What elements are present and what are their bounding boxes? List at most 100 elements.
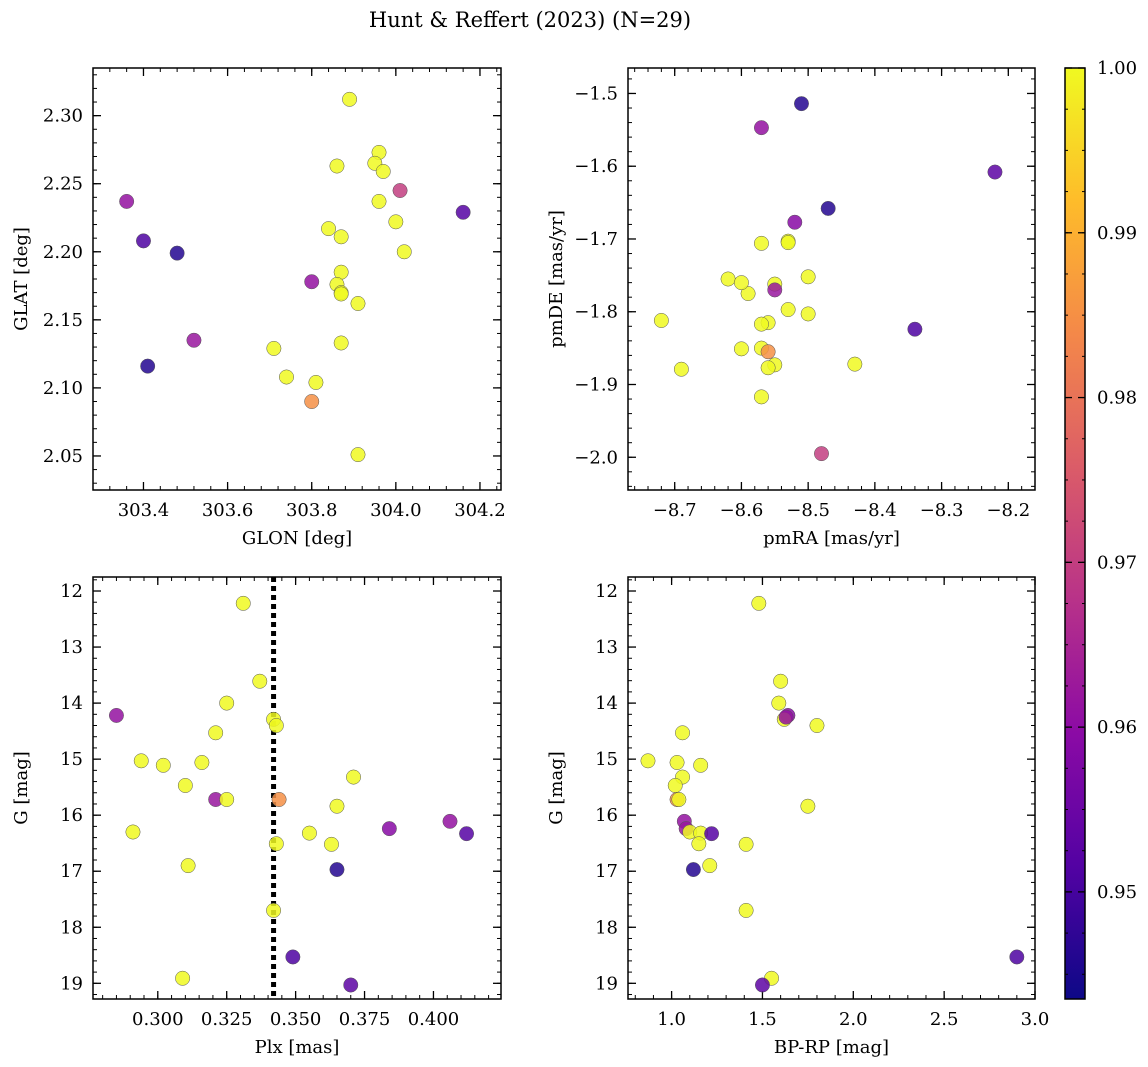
data-point xyxy=(733,275,749,291)
data-point xyxy=(771,695,787,711)
y-tick-label: −2.0 xyxy=(574,447,618,468)
data-point xyxy=(767,282,783,298)
x-tick-label: −8.3 xyxy=(920,500,964,521)
y-tick-label: 12 xyxy=(595,581,618,602)
data-point xyxy=(381,821,397,837)
data-point xyxy=(760,344,776,360)
colorbar-tick-label: 0.97 xyxy=(1097,552,1137,573)
x-axis-label: GLON [deg] xyxy=(242,528,352,549)
y-tick-label: 12 xyxy=(60,581,83,602)
y-tick-label: −1.5 xyxy=(574,83,618,104)
colorbar-tick-label: 0.96 xyxy=(1097,717,1137,738)
x-tick-label: −8.5 xyxy=(786,500,830,521)
data-point xyxy=(809,718,825,733)
y-tick-label: 2.15 xyxy=(43,310,83,331)
plot-frame-parallax xyxy=(92,576,502,1000)
data-point xyxy=(333,229,349,245)
data-point xyxy=(342,91,358,107)
data-point xyxy=(753,389,769,405)
data-point xyxy=(333,335,349,351)
data-point xyxy=(720,271,736,287)
data-point xyxy=(691,836,707,852)
data-point xyxy=(125,824,141,840)
y-tick-label: 16 xyxy=(60,805,83,826)
data-point xyxy=(304,394,320,409)
y-axis-label: GLAT [deg] xyxy=(11,227,32,331)
data-point xyxy=(350,296,366,311)
data-point xyxy=(673,361,689,377)
x-tick-label: −8.4 xyxy=(853,500,897,521)
data-point xyxy=(794,96,809,112)
data-point xyxy=(177,778,193,793)
data-point xyxy=(329,798,345,814)
data-point xyxy=(133,753,149,769)
y-tick-label: 2.30 xyxy=(43,106,83,127)
x-axis-label: Plx [mas] xyxy=(255,1037,340,1058)
y-tick-label: 16 xyxy=(595,805,618,826)
data-point xyxy=(333,286,349,302)
colorbar: 0.95 0.96 0.97 0.98 0.99 1.00 xyxy=(1064,58,1137,1000)
y-axis-label: pmDE [mas/yr] xyxy=(546,210,567,348)
x-tick-label: 304.2 xyxy=(454,500,506,521)
y-tick-label: 14 xyxy=(595,693,618,714)
x-tick-label: 1.5 xyxy=(748,1009,777,1030)
plot-frame-position xyxy=(92,67,502,491)
data-point xyxy=(760,360,776,376)
y-tick-label: 18 xyxy=(595,917,618,938)
y-axis-label: G [mag] xyxy=(546,751,567,824)
x-tick-label: 3.0 xyxy=(1021,1009,1050,1030)
y-tick-label: 17 xyxy=(595,861,618,882)
data-point xyxy=(814,446,829,462)
data-point xyxy=(329,862,345,877)
data-point xyxy=(671,792,687,807)
data-point xyxy=(702,858,718,874)
data-point xyxy=(778,709,794,725)
data-point xyxy=(308,375,324,390)
data-point xyxy=(847,356,863,372)
y-tick-label: 19 xyxy=(595,973,618,994)
data-point xyxy=(685,862,701,877)
data-point xyxy=(800,269,816,285)
y-tick-label: 13 xyxy=(595,637,618,658)
data-point xyxy=(175,970,191,986)
y-tick-label: 2.25 xyxy=(43,174,83,195)
x-tick-label: 1.0 xyxy=(657,1009,686,1030)
data-point xyxy=(235,595,251,611)
data-point xyxy=(396,244,412,260)
x-tick-label: 304.0 xyxy=(370,500,422,521)
y-tick-label: 2.10 xyxy=(43,378,83,399)
data-point xyxy=(773,673,789,689)
data-point xyxy=(800,798,816,814)
y-axis-label: G [mag] xyxy=(11,751,32,824)
data-point xyxy=(268,836,284,852)
x-tick-label: −8.6 xyxy=(720,500,764,521)
data-point xyxy=(119,193,135,209)
data-point xyxy=(455,204,471,220)
data-point xyxy=(738,836,754,852)
y-tick-label: 19 xyxy=(60,973,83,994)
data-point xyxy=(285,949,301,965)
data-point xyxy=(279,369,294,385)
data-point xyxy=(271,792,287,807)
data-point xyxy=(350,447,366,463)
y-tick-label: −1.6 xyxy=(574,156,618,177)
data-point xyxy=(155,757,171,773)
y-tick-label: 15 xyxy=(60,749,83,770)
x-axis-label: BP-RP [mag] xyxy=(774,1037,889,1058)
data-point xyxy=(907,321,923,337)
data-point xyxy=(820,200,836,216)
data-point xyxy=(252,673,268,689)
y-tick-label: 2.05 xyxy=(43,446,83,467)
y-tick-label: 18 xyxy=(60,917,83,938)
x-axis-label: pmRA [mas/yr] xyxy=(763,528,900,549)
x-tick-label: 2.0 xyxy=(839,1009,868,1030)
data-point xyxy=(371,193,387,209)
data-point xyxy=(675,725,690,741)
y-tick-label: 15 xyxy=(595,749,618,770)
plot-frame-color-magnitude xyxy=(627,576,1036,1000)
data-point xyxy=(219,792,235,807)
data-point xyxy=(667,778,683,793)
data-point xyxy=(704,826,720,842)
data-point xyxy=(693,757,709,773)
